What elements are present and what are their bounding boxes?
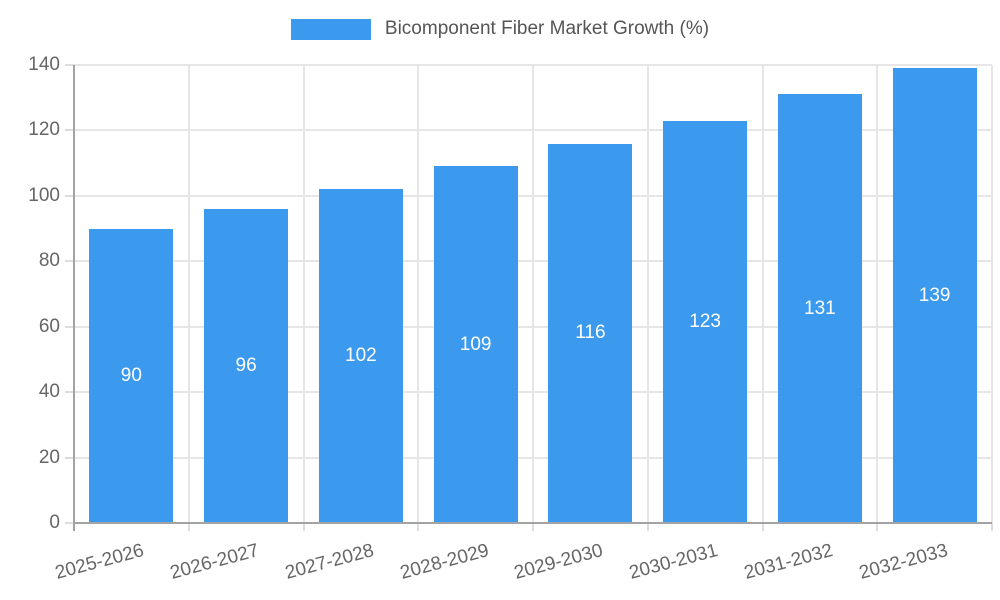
x-axis-tick — [532, 523, 534, 531]
y-tick-label: 140 — [28, 54, 60, 75]
y-axis-line — [73, 65, 75, 531]
bar-value-label: 90 — [120, 364, 142, 386]
bar[interactable]: 109 — [433, 166, 518, 523]
grid-line-vertical — [417, 65, 420, 523]
y-tick-label: 40 — [38, 381, 60, 403]
legend-swatch — [290, 18, 371, 40]
x-axis-tick — [991, 523, 993, 531]
bar[interactable]: 102 — [318, 189, 403, 523]
y-axis-tick — [65, 129, 74, 132]
y-tick-label: 120 — [28, 119, 60, 141]
bar[interactable]: 116 — [548, 143, 633, 523]
x-axis-line — [74, 522, 992, 524]
bar-value-label: 109 — [459, 333, 492, 355]
bar-value-label: 131 — [804, 297, 836, 319]
bar-value-label: 96 — [235, 354, 257, 376]
legend-label: Bicomponent Fiber Market Growth (%) — [384, 18, 710, 39]
y-tick-label: 60 — [38, 315, 60, 337]
bar-value-label: 116 — [575, 322, 606, 344]
x-axis-tick — [302, 523, 305, 531]
x-axis-tick — [646, 523, 649, 531]
grid-line-horizontal — [74, 64, 992, 66]
y-tick-label: 20 — [38, 446, 60, 468]
bar[interactable]: 96 — [204, 208, 289, 523]
bar[interactable]: 139 — [892, 68, 977, 523]
legend[interactable]: Bicomponent Fiber Market Growth (%) — [0, 18, 1000, 40]
y-axis-tick — [65, 194, 74, 197]
x-axis-tick — [876, 523, 879, 531]
bar[interactable]: 123 — [663, 120, 748, 523]
grid-line-vertical — [187, 65, 190, 523]
x-axis-tick — [187, 523, 190, 531]
grid-line-vertical — [991, 65, 993, 523]
y-axis-tick — [65, 456, 74, 459]
bar[interactable]: 131 — [777, 94, 862, 523]
y-axis-tick — [65, 325, 74, 328]
grid-line-vertical — [761, 65, 764, 523]
grid-line-vertical — [302, 65, 305, 523]
grid-line-vertical — [646, 65, 649, 523]
bar[interactable]: 90 — [89, 228, 174, 523]
bar-value-label: 123 — [689, 310, 721, 332]
x-axis-tick — [417, 523, 420, 531]
plot-area: 0 20 40 60 80 100 120 140 90 96 102 109 116 123 131 139… — [28, 55, 993, 584]
bar-value-label: 102 — [345, 345, 377, 367]
y-axis-tick — [65, 391, 74, 394]
grid-line-vertical — [532, 65, 534, 523]
bar-value-label: 139 — [918, 284, 951, 306]
y-axis-tick — [65, 64, 74, 66]
y-tick-label: 100 — [28, 184, 60, 206]
grid-line-vertical — [876, 65, 879, 523]
y-axis-tick — [65, 522, 74, 524]
x-axis-tick — [761, 523, 764, 531]
y-tick-label: 80 — [38, 250, 60, 272]
y-axis-tick — [65, 260, 74, 263]
y-tick-label: 0 — [49, 512, 60, 533]
